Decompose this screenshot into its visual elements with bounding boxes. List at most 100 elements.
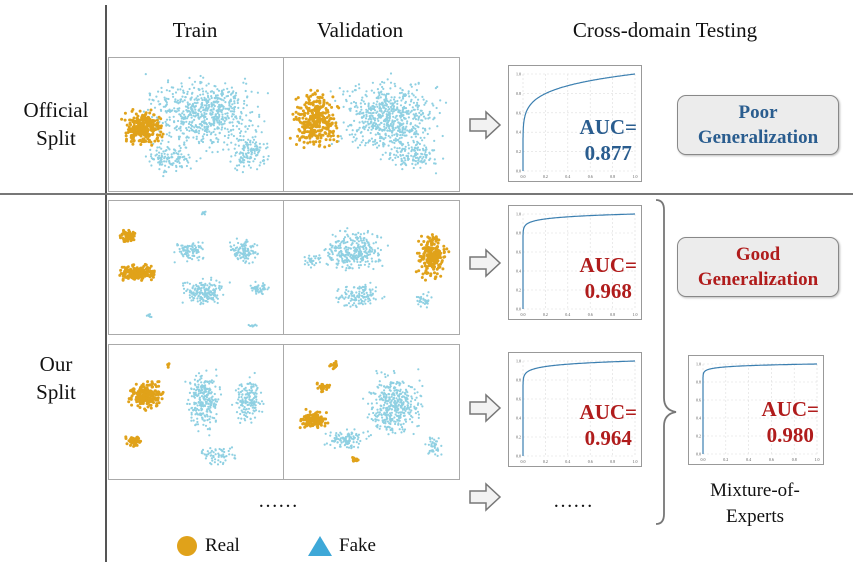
- fake-point: [173, 261, 176, 264]
- fake-point: [398, 125, 401, 128]
- fake-point: [203, 419, 206, 422]
- real-point: [126, 131, 130, 134]
- fake-point: [217, 459, 220, 462]
- fake-point: [319, 256, 322, 260]
- fake-point: [172, 95, 175, 98]
- fake-point: [370, 128, 373, 131]
- real-point: [317, 144, 321, 148]
- fake-point: [250, 287, 253, 290]
- real-point: [304, 117, 308, 121]
- fake-point: [398, 383, 401, 386]
- fake-point: [343, 236, 347, 239]
- fake-point: [389, 99, 392, 102]
- fake-point: [262, 143, 265, 146]
- fake-point: [200, 124, 203, 127]
- real-point: [143, 131, 146, 135]
- fake-point: [216, 150, 219, 153]
- fake-point: [200, 113, 203, 116]
- fake-point: [366, 430, 369, 433]
- fake-point: [369, 291, 372, 294]
- fake-point: [338, 434, 341, 437]
- real-point: [327, 114, 331, 117]
- real-point: [156, 121, 160, 125]
- real-point: [432, 267, 436, 271]
- fake-point: [394, 85, 397, 88]
- fake-point: [220, 455, 223, 458]
- fake-point: [417, 81, 420, 84]
- real-point: [317, 124, 321, 127]
- fake-point: [384, 133, 387, 136]
- fake-point: [424, 101, 427, 105]
- real-point: [157, 401, 161, 405]
- fake-point: [201, 87, 204, 90]
- real-point: [129, 123, 133, 127]
- fake-point: [430, 296, 433, 299]
- fake-point: [389, 105, 393, 109]
- fake-point: [195, 250, 198, 253]
- fake-point: [333, 437, 336, 440]
- fake-point: [417, 116, 420, 120]
- fake-point: [249, 404, 252, 407]
- fake-point: [197, 132, 200, 135]
- fake-point: [214, 385, 217, 388]
- fake-point: [168, 148, 171, 151]
- fake-point: [368, 245, 371, 248]
- real-point: [320, 382, 324, 386]
- fake-point: [401, 428, 404, 431]
- fake-point: [198, 401, 202, 404]
- fake-point: [234, 151, 237, 155]
- fake-point: [175, 101, 178, 104]
- real-point: [430, 241, 434, 245]
- fake-point: [384, 399, 387, 402]
- fake-point: [187, 122, 191, 125]
- fake-point: [208, 382, 211, 385]
- real-point: [127, 400, 131, 404]
- fake-point: [394, 163, 397, 166]
- real-point: [432, 251, 436, 254]
- fake-point: [376, 146, 379, 149]
- real-point: [123, 111, 127, 115]
- fake-point: [222, 88, 225, 91]
- fake-point: [213, 402, 216, 405]
- fake-point: [197, 372, 201, 375]
- fake-point: [230, 446, 234, 449]
- fake-point: [308, 254, 311, 257]
- real-point: [149, 406, 153, 410]
- real-point: [303, 130, 307, 134]
- fake-point: [364, 302, 367, 305]
- fake-point: [414, 124, 417, 127]
- fake-point: [209, 392, 212, 395]
- real-point: [321, 133, 325, 137]
- fake-point: [155, 95, 158, 98]
- fake-point: [369, 131, 372, 135]
- fake-point: [386, 244, 389, 247]
- fake-point: [401, 402, 404, 405]
- fake-point: [188, 402, 191, 406]
- fake-point: [326, 263, 329, 266]
- fake-point: [382, 104, 385, 108]
- fake-point: [190, 96, 193, 99]
- fake-point: [185, 139, 188, 142]
- fake-point: [196, 407, 199, 411]
- fake-point: [216, 101, 219, 104]
- fake-point: [408, 95, 411, 98]
- real-point: [329, 117, 333, 121]
- real-point: [135, 395, 138, 399]
- real-point: [138, 406, 142, 409]
- fake-point: [179, 129, 182, 132]
- fake-point: [420, 109, 423, 112]
- fake-point: [385, 124, 388, 127]
- fake-point: [214, 398, 217, 401]
- real-point: [149, 140, 153, 144]
- fake-point: [253, 149, 256, 153]
- real-point: [422, 240, 426, 243]
- fake-point: [419, 297, 423, 300]
- fake-point: [233, 147, 236, 150]
- real-point: [316, 136, 320, 140]
- fake-point: [229, 121, 232, 124]
- fake-point: [414, 112, 418, 115]
- fake-point: [390, 414, 393, 417]
- fake-point: [250, 385, 253, 388]
- fake-point: [220, 89, 224, 92]
- fake-point: [391, 112, 394, 115]
